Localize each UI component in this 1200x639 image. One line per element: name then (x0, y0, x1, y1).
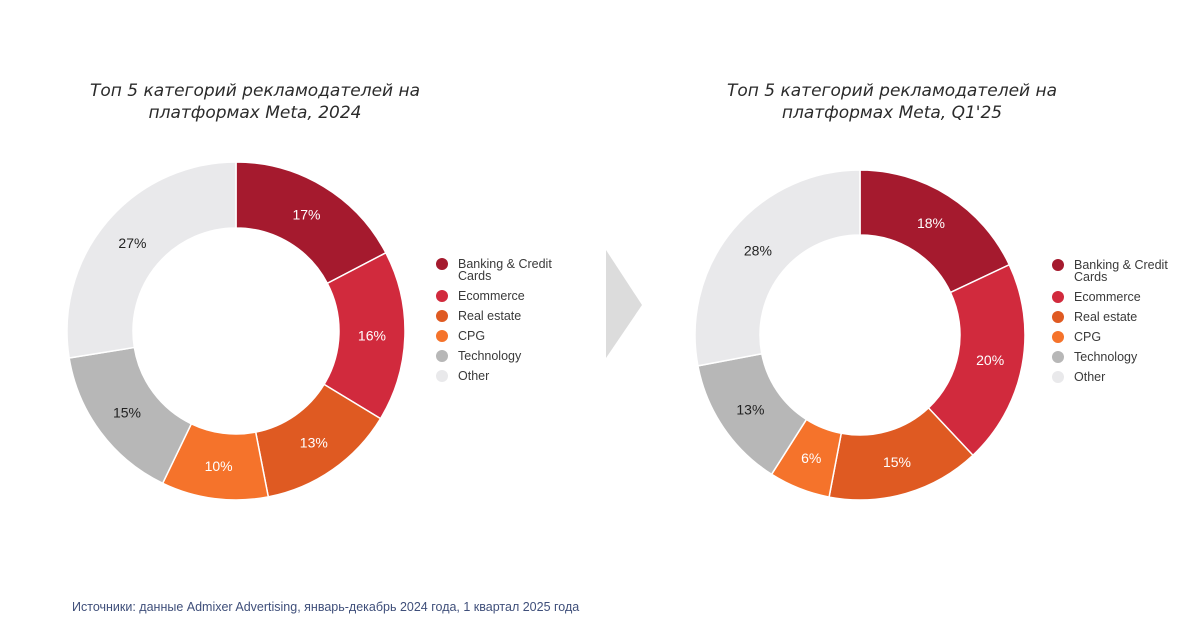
slice-label-banking-and-credit-cards: 18% (917, 215, 945, 231)
legend-label: Technology (458, 349, 522, 363)
legend-swatch (1052, 331, 1064, 343)
slice-label-cpg: 6% (801, 450, 821, 466)
legend-label: Real estate (458, 309, 522, 323)
legend-item-ecommerce: Ecommerce (1052, 291, 1182, 303)
legend-label: Ecommerce (458, 289, 525, 303)
legend-label: CPG (1074, 330, 1102, 344)
slice-label-ecommerce: 20% (976, 352, 1004, 368)
chart-title-line-2: платформах Meta, Q1'25 (781, 103, 1003, 123)
chart-title-line-1: Топ 5 категорий рекламодателей на (726, 81, 1058, 101)
legend-swatch (436, 370, 448, 382)
legend-swatch (1052, 351, 1064, 363)
legend-swatch (1052, 371, 1064, 383)
chart-title-line-2: платформах Meta, 2024 (148, 103, 362, 123)
slice-label-real-estate: 15% (883, 454, 911, 470)
chart-title-2024: Топ 5 категорий рекламодателей на платфо… (45, 80, 465, 124)
source-note: Источники: данные Admixer Advertising, я… (72, 600, 580, 614)
legend-item-other: Other (1052, 371, 1182, 383)
legend-swatch (436, 330, 448, 342)
legend-item-cpg: CPG (436, 330, 566, 342)
legend-swatch (436, 290, 448, 302)
legend-swatch (1052, 259, 1064, 271)
slice-label-real-estate: 13% (300, 435, 328, 451)
slice-other (694, 169, 861, 367)
legend-item-banking-and-credit-cards: Banking & Credit Cards (436, 258, 566, 282)
legend-swatch (1052, 311, 1064, 323)
legend-item-technology: Technology (436, 350, 566, 362)
legend-label: Ecommerce (1074, 290, 1141, 304)
legend-item-ecommerce: Ecommerce (436, 290, 566, 302)
slice-label-technology: 15% (113, 404, 141, 420)
legend-q1-25: Banking & Credit Cards Ecommerce Real esta… (1052, 259, 1182, 391)
arrow-right-icon (606, 250, 642, 358)
legend-label: Banking & Credit Cards (458, 257, 552, 283)
legend-swatch (1052, 291, 1064, 303)
legend-swatch (436, 310, 448, 322)
chart-title-q1-25: Топ 5 категорий рекламодателей на платфо… (682, 80, 1102, 124)
slice-label-other: 27% (118, 235, 146, 251)
legend-swatch (436, 258, 448, 270)
legend-label: Other (458, 369, 490, 383)
legend-item-real-estate: Real estate (436, 310, 566, 322)
legend-item-banking-and-credit-cards: Banking & Credit Cards (1052, 259, 1182, 283)
slice-banking-and-credit-cards (859, 169, 1011, 294)
slice-label-other: 28% (744, 243, 772, 259)
slice-other (66, 161, 237, 359)
legend-item-real-estate: Real estate (1052, 311, 1182, 323)
legend-swatch (436, 350, 448, 362)
legend-label: Other (1074, 370, 1106, 384)
slice-label-ecommerce: 16% (358, 327, 386, 343)
legend-item-cpg: CPG (1052, 331, 1182, 343)
legend-item-other: Other (436, 370, 566, 382)
legend-label: CPG (458, 329, 486, 343)
legend-label: Banking & Credit Cards (1074, 258, 1168, 284)
legend-item-technology: Technology (1052, 351, 1182, 363)
legend-label: Technology (1074, 350, 1138, 364)
legend-label: Real estate (1074, 310, 1138, 324)
slice-label-banking-and-credit-cards: 17% (292, 207, 320, 223)
slice-label-cpg: 10% (205, 458, 233, 474)
slice-label-technology: 13% (736, 401, 764, 417)
legend-2024: Banking & Credit Cards Ecommerce Real esta… (436, 258, 566, 390)
chart-title-line-1: Топ 5 категорий рекламодателей на (89, 81, 421, 101)
